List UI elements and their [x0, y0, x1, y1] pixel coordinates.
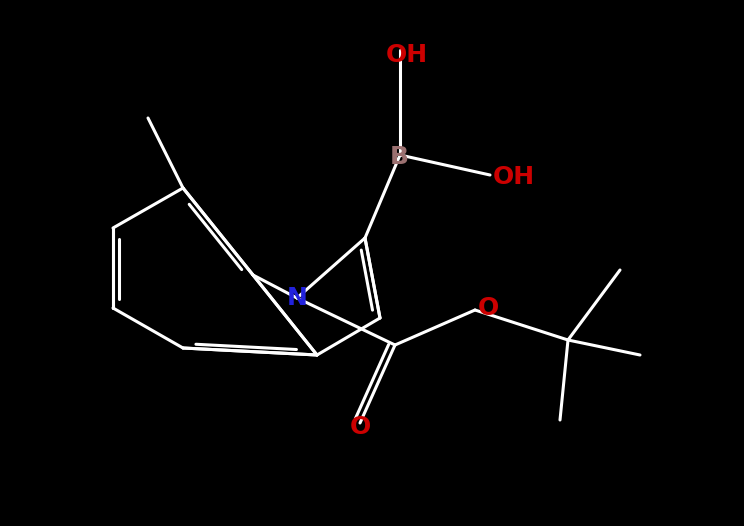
- Text: O: O: [350, 415, 371, 439]
- Text: B: B: [390, 145, 409, 169]
- Text: OH: OH: [493, 165, 535, 189]
- Text: O: O: [478, 296, 499, 320]
- Text: OH: OH: [386, 43, 428, 67]
- Text: N: N: [287, 286, 308, 310]
